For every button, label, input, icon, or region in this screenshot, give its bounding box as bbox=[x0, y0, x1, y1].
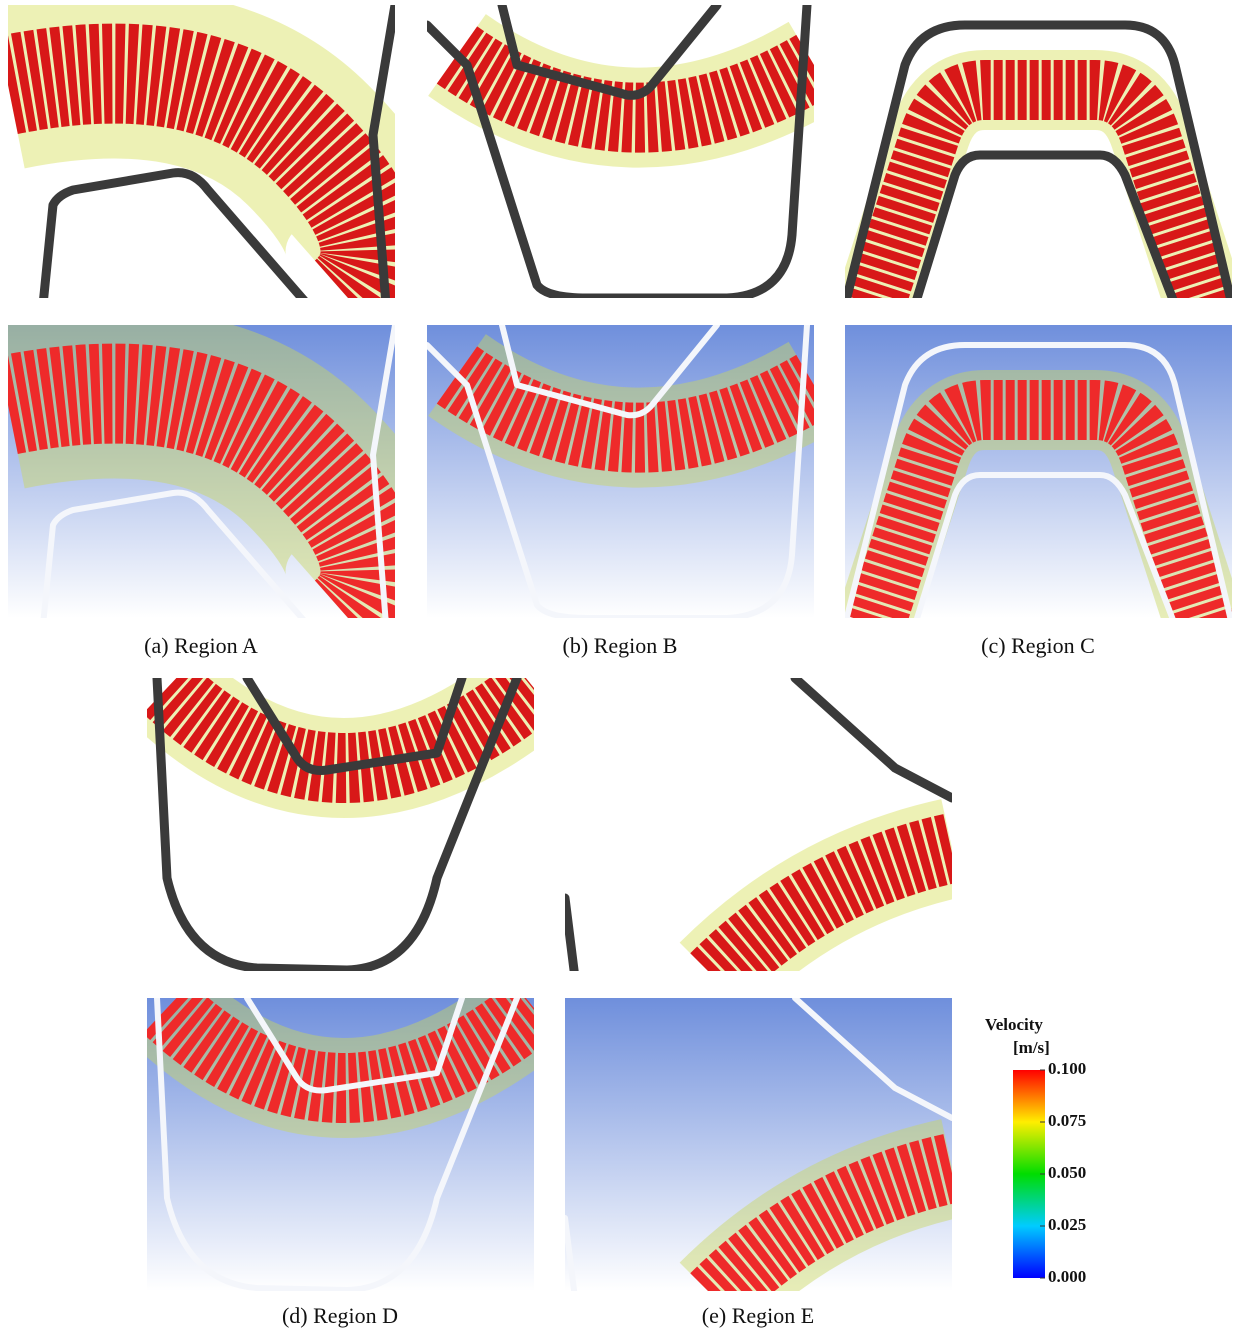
caption: (a) Region A bbox=[144, 633, 258, 658]
panel-c-top bbox=[845, 5, 1232, 305]
colorbar-ticks: 0.000 0.025 0.050 0.075 0.100 bbox=[1040, 1059, 1086, 1286]
colorbar-title: Velocity bbox=[985, 1015, 1043, 1034]
panel-a-bottom bbox=[8, 325, 395, 625]
figure: (a) Region A (b) Region B (c) Region C (… bbox=[0, 0, 1237, 1336]
colorbar-tick-label: 0.000 bbox=[1048, 1267, 1086, 1286]
colorbar-tick-label: 0.050 bbox=[1048, 1163, 1086, 1182]
caption: (d) Region D bbox=[282, 1303, 398, 1328]
panel-d-bottom bbox=[147, 998, 534, 1291]
panel-a-top bbox=[8, 5, 395, 305]
panel-e-bottom bbox=[565, 998, 952, 1298]
caption: (e) Region E bbox=[702, 1303, 814, 1328]
panel-c-bottom bbox=[845, 325, 1232, 625]
panel-d-top bbox=[147, 678, 534, 971]
panel-b-top bbox=[427, 5, 814, 298]
colorbar-tick-label: 0.075 bbox=[1048, 1111, 1086, 1130]
panel-e-top bbox=[565, 678, 952, 978]
panel-b-bottom bbox=[427, 325, 814, 618]
caption: (b) Region B bbox=[563, 633, 678, 658]
colorbar-unit: [m/s] bbox=[1013, 1038, 1050, 1057]
colorbar-tick-label: 0.025 bbox=[1048, 1215, 1086, 1234]
caption: (c) Region C bbox=[981, 633, 1095, 658]
colorbar-tick-label: 0.100 bbox=[1048, 1059, 1086, 1078]
